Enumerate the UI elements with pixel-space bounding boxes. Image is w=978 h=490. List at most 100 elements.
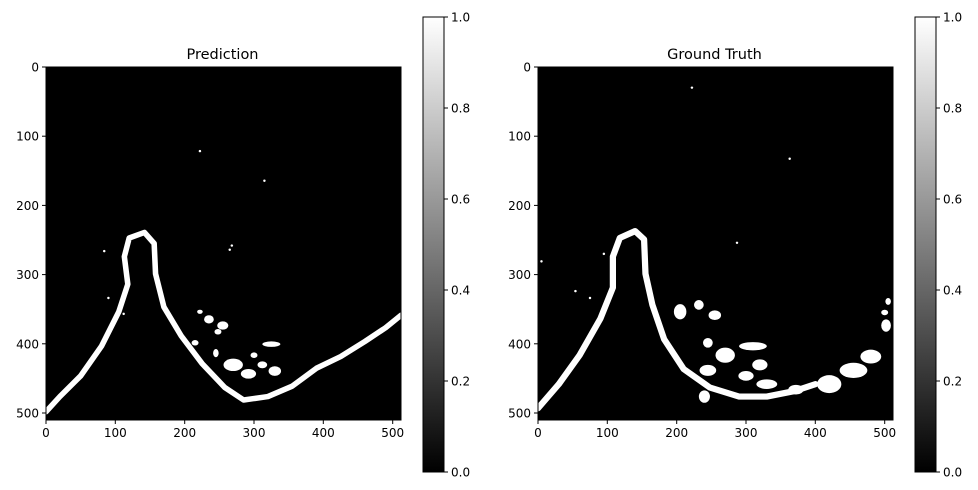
mask-dot [122,312,125,316]
colorbar-tick-1.0-prediction: 1.0 [444,11,470,25]
colorbar-gradient-prediction [422,16,445,473]
mask-blob [240,368,257,379]
y-tick-100-ground-truth: 100 [508,130,538,144]
svg-text:0.8: 0.8 [943,102,962,116]
mask-dot [788,157,791,160]
mask-dot [602,252,606,256]
mask-blob [839,362,868,378]
colorbar-tick-0.4-prediction: 0.4 [444,284,470,298]
svg-text:100: 100 [16,130,39,144]
mask-dot [198,149,202,153]
mask-blob [204,315,214,324]
svg-text:200: 200 [665,426,688,440]
x-tick-0-ground-truth: 0 [534,420,542,440]
x-tick-100-ground-truth: 100 [596,420,619,440]
svg-text:300: 300 [243,426,266,440]
colorbar-tick-1.0-ground-truth: 1.0 [936,11,962,25]
colorbar-tick-0.2-prediction: 0.2 [444,375,470,389]
svg-text:0.8: 0.8 [451,102,470,116]
mask-blob [197,309,203,314]
colorbar-tick-0.6-prediction: 0.6 [444,193,470,207]
y-tick-100-prediction: 100 [16,130,46,144]
x-tick-300-ground-truth: 300 [735,420,758,440]
y-tick-400-ground-truth: 400 [508,337,538,351]
x-tick-200-prediction: 200 [173,420,196,440]
mask-blob [756,379,778,389]
x-tick-400-prediction: 400 [312,420,335,440]
x-tick-100-prediction: 100 [104,420,127,440]
x-axis-ground-truth: 0 100 200 300 400 500 [534,420,896,440]
y-tick-500-ground-truth: 500 [508,407,538,421]
y-tick-300-ground-truth: 300 [508,268,538,282]
x-tick-200-ground-truth: 200 [665,420,688,440]
mask-blob [715,347,735,363]
y-tick-200-prediction: 200 [16,199,46,213]
mask-blob [703,337,713,348]
svg-text:0.0: 0.0 [943,466,962,480]
panel-title-prediction: Prediction [186,47,258,63]
colorbar-tick-0.6-ground-truth: 0.6 [936,193,962,207]
mask-blob [223,358,243,372]
panel-ground-truth: Ground Truth 0 100 200 300 400 500 0 100… [508,47,896,440]
mask-blob [708,310,722,321]
mask-contour [46,229,401,415]
mask-dot [690,86,694,89]
mask-dot [735,241,739,245]
colorbar-tick-0.4-ground-truth: 0.4 [936,284,962,298]
y-axis-prediction: 0 100 200 300 400 500 [16,61,46,421]
colorbar-tick-0.0-prediction: 0.0 [444,466,470,480]
mask-blob [694,300,704,310]
colorbar-tick-0.2-ground-truth: 0.2 [936,375,962,389]
mask-blob [738,371,754,381]
x-tick-300-prediction: 300 [243,420,266,440]
svg-text:0.6: 0.6 [451,193,470,207]
mask-dot [102,249,106,253]
y-tick-200-ground-truth: 200 [508,199,538,213]
svg-text:0: 0 [42,426,50,440]
svg-text:0.0: 0.0 [451,466,470,480]
colorbar-tick-0.8-prediction: 0.8 [444,102,470,116]
x-tick-500-ground-truth: 500 [873,420,896,440]
svg-text:300: 300 [735,426,758,440]
mask-blob [885,297,891,305]
colorbar-prediction: 0.0 0.2 0.4 0.6 0.8 1.0 [422,11,470,480]
y-tick-400-prediction: 400 [16,337,46,351]
svg-text:500: 500 [381,426,404,440]
svg-text:0: 0 [31,61,39,75]
mask-blob [262,341,281,347]
mask-blob [217,321,229,330]
mask-blob [881,319,891,332]
mask-blob [699,364,717,376]
mask-dot [588,296,592,300]
y-tick-0-prediction: 0 [31,61,46,75]
svg-text:0.4: 0.4 [451,284,470,298]
svg-text:500: 500 [16,407,39,421]
colorbar-tick-0.0-ground-truth: 0.0 [936,466,962,480]
y-tick-300-prediction: 300 [16,268,46,282]
y-axis-ground-truth: 0 100 200 300 400 500 [508,61,538,421]
svg-text:0.4: 0.4 [943,284,962,298]
mask-dot [107,296,110,300]
mask-dot [228,248,231,251]
mask-dot [263,179,266,183]
image-area-prediction [46,67,401,420]
mask-blob [191,340,199,346]
mask-blob [213,348,219,358]
svg-text:200: 200 [173,426,196,440]
svg-text:200: 200 [16,199,39,213]
mask-blob [881,309,889,316]
colorbar-gradient-ground-truth [914,16,937,473]
svg-text:1.0: 1.0 [943,11,962,25]
svg-text:300: 300 [508,268,531,282]
panel-prediction: Prediction 0 100 200 300 400 500 0 100 2… [16,47,404,440]
mask-blob [788,384,804,395]
mask-ground-truth [538,86,891,412]
svg-text:0: 0 [523,61,531,75]
mask-blob [698,390,710,403]
mask-blob [752,359,768,371]
mask-dot [540,260,543,263]
svg-text:400: 400 [508,337,531,351]
svg-text:400: 400 [804,426,827,440]
x-tick-400-ground-truth: 400 [804,420,827,440]
mask-dot [230,244,234,247]
